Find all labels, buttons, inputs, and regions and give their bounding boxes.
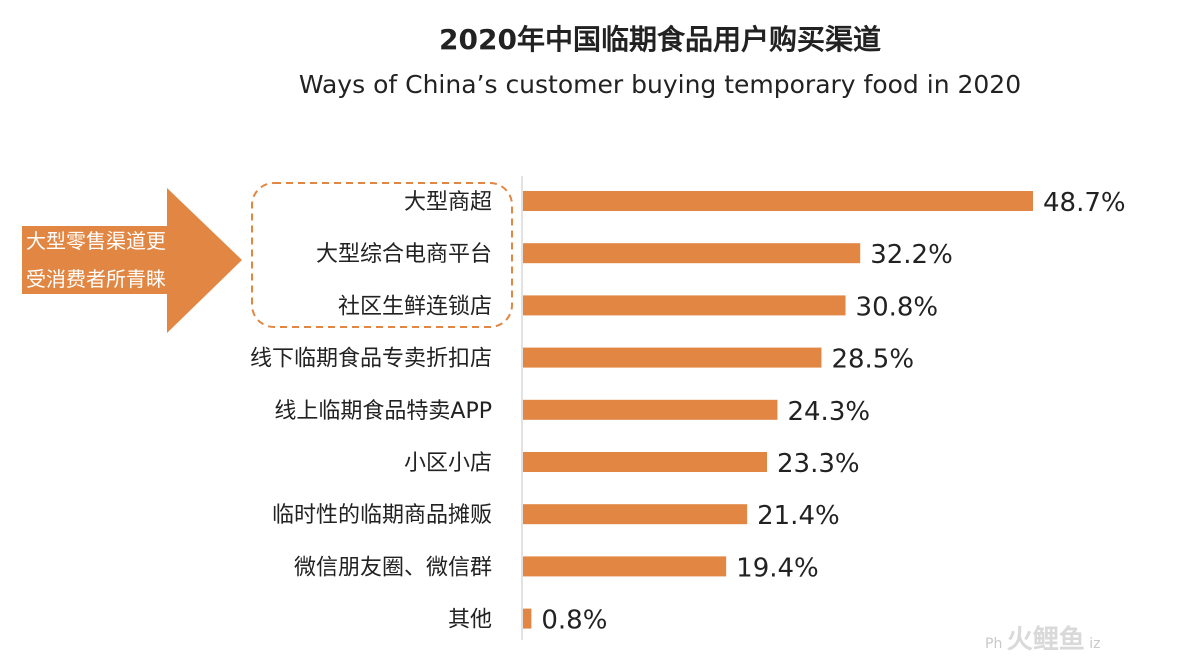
highlight-outline — [251, 182, 513, 328]
value-label: 24.3% — [787, 397, 870, 427]
category-label: 大型综合电商平台 — [316, 242, 492, 267]
callout-line-1: 大型零售渠道更 — [26, 229, 166, 253]
value-label: 28.5% — [831, 345, 914, 375]
bar — [523, 556, 727, 577]
category-label: 微信朋友圈、微信群 — [294, 555, 492, 580]
bar — [523, 399, 778, 420]
bar — [523, 504, 748, 525]
category-label: 其他 — [448, 608, 492, 633]
value-label: 0.8% — [541, 606, 607, 636]
category-label: 线上临期食品特卖APP — [274, 399, 492, 424]
bar — [523, 243, 861, 264]
value-label: 32.2% — [870, 240, 953, 270]
watermark-text: Ph — [985, 636, 1003, 652]
category-label: 大型商超 — [404, 190, 492, 215]
callout-line-2: 受消费者所青睐 — [26, 267, 166, 291]
callout-text: 大型零售渠道更 受消费者所青睐 — [26, 222, 206, 298]
watermark: Ph 火鲤鱼 iz — [985, 622, 1175, 658]
category-label: 临时性的临期商品摊贩 — [272, 503, 492, 528]
category-label: 线下临期食品专卖折扣店 — [250, 347, 492, 372]
bar — [523, 191, 1033, 211]
watermark-suffix: iz — [1089, 636, 1101, 652]
chart-title: 2020年中国临期食品用户购买渠道 — [439, 23, 881, 56]
bar — [523, 452, 768, 472]
bar — [523, 608, 532, 629]
value-label: 21.4% — [757, 501, 840, 531]
value-label: 48.7% — [1043, 188, 1126, 218]
value-label: 19.4% — [736, 553, 819, 583]
callout-arrow — [22, 188, 242, 333]
bar — [523, 347, 822, 368]
chart-subtitle: Ways of China’s customer buying temporar… — [298, 70, 1022, 99]
bar — [523, 295, 846, 316]
watermark-logo: 火鲤鱼 — [1006, 625, 1085, 655]
value-label: 23.3% — [777, 449, 860, 479]
category-label: 小区小店 — [404, 451, 492, 476]
value-label: 30.8% — [856, 292, 939, 322]
category-label: 社区生鲜连锁店 — [338, 294, 492, 319]
